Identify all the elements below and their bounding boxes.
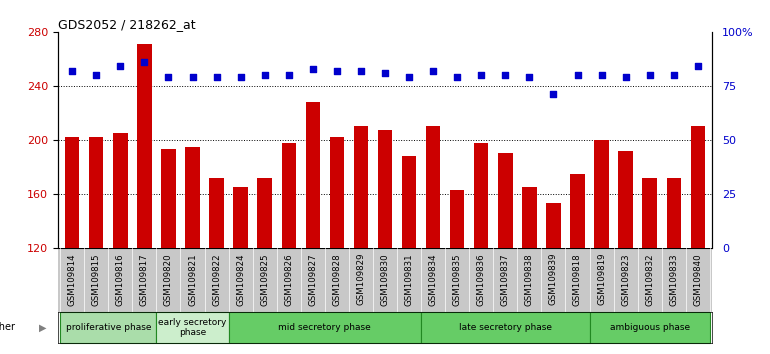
Text: GSM109837: GSM109837 [500,253,510,306]
Text: GSM109828: GSM109828 [333,253,341,306]
Text: GSM109839: GSM109839 [549,253,558,306]
Point [234,74,246,80]
Bar [89,137,103,248]
Text: GSM109815: GSM109815 [92,253,101,306]
Point [355,68,367,74]
Text: GSM109824: GSM109824 [236,253,245,306]
Bar [330,137,344,248]
Point [475,72,487,78]
Text: late secretory phase: late secretory phase [459,323,552,332]
Point [162,74,175,80]
Text: GSM109820: GSM109820 [164,253,173,306]
Bar [282,143,296,248]
Bar [642,178,657,248]
Point [139,59,151,65]
Bar [546,203,561,248]
Text: GSM109831: GSM109831 [404,253,413,306]
Bar [161,149,176,248]
Bar [421,312,590,343]
Bar [186,147,199,248]
Bar [590,312,710,343]
Point [306,66,319,72]
Point [90,72,102,78]
Point [330,68,343,74]
Text: GSM109823: GSM109823 [621,253,630,306]
Point [259,72,271,78]
Text: ambiguous phase: ambiguous phase [610,323,690,332]
Text: GSM109827: GSM109827 [308,253,317,306]
Point [595,72,608,78]
Bar [65,137,79,248]
Text: GSM109817: GSM109817 [140,253,149,306]
Text: ▶: ▶ [38,322,46,332]
Bar [229,312,421,343]
Bar [353,126,368,248]
Point [619,74,631,80]
Point [524,74,536,80]
Text: GSM109814: GSM109814 [68,253,77,306]
Bar [306,102,320,248]
Bar [594,140,609,248]
Bar [113,133,128,248]
Bar [156,312,229,343]
Bar [137,44,152,248]
Text: GSM109818: GSM109818 [573,253,582,306]
Text: GSM109822: GSM109822 [212,253,221,306]
Point [210,74,223,80]
Bar [402,156,417,248]
Point [451,74,464,80]
Bar [233,187,248,248]
Bar [498,153,513,248]
Bar [618,150,633,248]
Text: GSM109825: GSM109825 [260,253,269,306]
Text: GSM109833: GSM109833 [669,253,678,306]
Text: GSM109834: GSM109834 [429,253,437,306]
Point [668,72,680,78]
Bar [691,126,705,248]
Bar [667,178,681,248]
Text: GSM109819: GSM109819 [597,253,606,306]
Text: early secretory
phase: early secretory phase [159,318,226,337]
Text: GSM109840: GSM109840 [693,253,702,306]
Point [403,74,415,80]
Text: GSM109821: GSM109821 [188,253,197,306]
Bar [426,126,440,248]
Text: GSM109838: GSM109838 [525,253,534,306]
Text: proliferative phase: proliferative phase [65,323,151,332]
Bar [450,190,464,248]
Point [547,92,560,97]
Bar [257,178,272,248]
Text: GSM109816: GSM109816 [116,253,125,306]
Point [114,64,126,69]
Bar [474,143,488,248]
Bar [209,178,224,248]
Point [691,64,704,69]
Point [571,72,584,78]
Bar [571,173,584,248]
Point [427,68,439,74]
Text: GSM109830: GSM109830 [380,253,390,306]
Text: GDS2052 / 218262_at: GDS2052 / 218262_at [58,18,196,31]
Point [283,72,295,78]
Text: other: other [0,322,15,332]
Bar [60,312,156,343]
Point [379,70,391,76]
Text: GSM109835: GSM109835 [453,253,462,306]
Bar [522,187,537,248]
Text: GSM109826: GSM109826 [284,253,293,306]
Text: GSM109832: GSM109832 [645,253,654,306]
Point [66,68,79,74]
Point [186,74,199,80]
Bar [378,130,392,248]
Text: GSM109836: GSM109836 [477,253,486,306]
Text: mid secretory phase: mid secretory phase [279,323,371,332]
Text: GSM109829: GSM109829 [357,253,366,306]
Point [499,72,511,78]
Point [644,72,656,78]
